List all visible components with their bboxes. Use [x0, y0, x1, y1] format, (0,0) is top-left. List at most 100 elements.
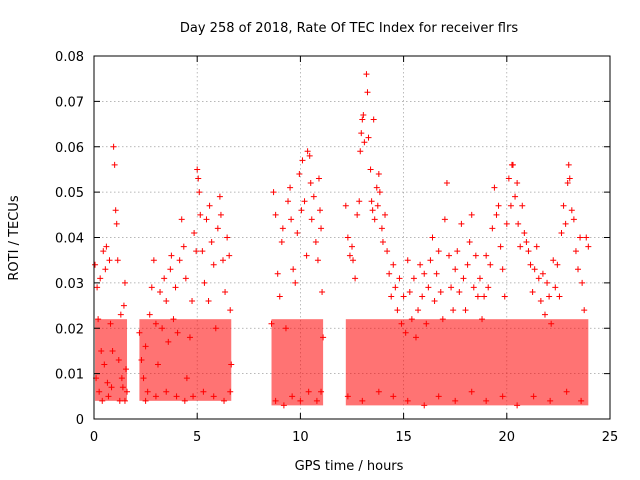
- data-point: [466, 239, 473, 246]
- data-point: [452, 397, 459, 404]
- data-point: [224, 234, 231, 241]
- data-point: [358, 130, 365, 137]
- data-point: [529, 288, 536, 295]
- data-point: [96, 388, 103, 395]
- data-point: [118, 375, 125, 382]
- x-tick-label: 20: [499, 430, 516, 445]
- data-point: [388, 293, 395, 300]
- data-point: [410, 275, 417, 282]
- data-point: [425, 284, 432, 291]
- data-point: [364, 89, 371, 96]
- data-point: [100, 248, 107, 255]
- data-point: [107, 320, 114, 327]
- y-tick-label: 0.06: [55, 141, 84, 156]
- data-point: [112, 207, 119, 214]
- data-point: [474, 293, 481, 300]
- data-point: [491, 184, 498, 191]
- data-point: [535, 275, 542, 282]
- data-point: [217, 211, 224, 218]
- data-point: [159, 325, 166, 332]
- data-point: [124, 388, 131, 395]
- data-point: [120, 302, 127, 309]
- data-point: [485, 284, 492, 291]
- data-point: [103, 243, 110, 250]
- data-point: [505, 175, 512, 182]
- x-tick-label: 10: [292, 430, 309, 445]
- data-point: [148, 284, 155, 291]
- data-point: [578, 397, 585, 404]
- data-point: [144, 388, 151, 395]
- data-point: [280, 402, 287, 409]
- data-point: [519, 202, 526, 209]
- x-axis: 0 5 10 15 20 25: [90, 56, 618, 445]
- data-point: [544, 279, 551, 286]
- data-point: [507, 202, 514, 209]
- data-point: [470, 284, 477, 291]
- data-point: [402, 329, 409, 336]
- data-point: [421, 402, 428, 409]
- data-point: [371, 216, 378, 223]
- data-point: [501, 293, 508, 300]
- data-point: [556, 293, 563, 300]
- data-point: [307, 180, 314, 187]
- data-point: [214, 225, 221, 232]
- data-point: [99, 397, 106, 404]
- data-point: [423, 320, 430, 327]
- data-point: [521, 229, 528, 236]
- dense-band: [139, 319, 232, 401]
- data-point: [376, 189, 383, 196]
- data-point: [448, 284, 455, 291]
- data-point: [193, 248, 200, 255]
- data-point: [227, 307, 234, 314]
- data-point: [361, 139, 368, 146]
- data-point: [104, 379, 111, 386]
- data-point: [530, 393, 537, 400]
- data-point: [220, 257, 226, 264]
- data-point: [514, 402, 521, 409]
- data-point: [226, 252, 233, 259]
- data-point: [363, 71, 370, 78]
- data-point: [189, 298, 196, 305]
- y-tick-label: 0.01: [55, 368, 84, 383]
- data-point: [138, 357, 145, 364]
- data-point: [161, 275, 168, 282]
- data-point: [479, 316, 486, 323]
- data-point: [210, 393, 217, 400]
- data-point: [468, 388, 475, 395]
- data-point: [176, 257, 183, 264]
- data-point: [212, 325, 219, 332]
- data-point: [443, 180, 450, 187]
- y-tick-label: 0: [76, 413, 84, 428]
- data-point: [408, 316, 415, 323]
- data-point: [446, 252, 453, 259]
- data-point: [489, 225, 496, 232]
- data-point: [115, 357, 122, 364]
- y-axis-label: ROTI / TECUs: [7, 195, 22, 280]
- data-point: [575, 266, 582, 273]
- data-point: [365, 134, 372, 141]
- data-point: [182, 275, 189, 282]
- data-point: [460, 275, 467, 282]
- data-point: [97, 275, 104, 282]
- data-point: [152, 320, 159, 327]
- data-point: [199, 248, 206, 255]
- data-point: [98, 347, 105, 354]
- data-point: [154, 361, 161, 368]
- data-point: [288, 216, 295, 223]
- y-tick-label: 0.03: [55, 277, 84, 292]
- data-point: [375, 388, 382, 395]
- data-point: [437, 288, 444, 295]
- dense-band: [345, 319, 589, 406]
- data-point: [290, 266, 297, 273]
- data-point: [398, 320, 405, 327]
- data-point: [356, 198, 363, 205]
- data-point: [105, 393, 112, 400]
- data-point: [357, 148, 364, 155]
- data-point: [352, 275, 359, 282]
- data-point: [404, 257, 411, 264]
- data-point: [435, 393, 442, 400]
- data-point: [181, 397, 188, 404]
- data-point: [435, 248, 442, 255]
- data-point: [303, 252, 310, 259]
- data-point: [319, 288, 326, 295]
